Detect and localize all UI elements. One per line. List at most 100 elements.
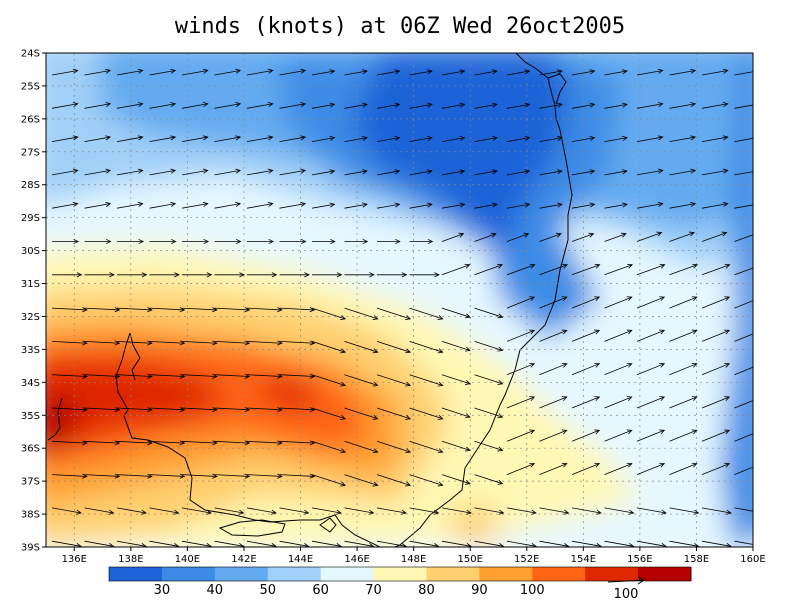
wind-arrow-shaft xyxy=(636,363,665,376)
wind-arrow-shaft xyxy=(474,70,498,76)
wind-arrow-shaft xyxy=(604,429,632,442)
wind-arrow-head xyxy=(82,473,88,479)
wind-arrow-head xyxy=(659,462,666,468)
wind-arrow-head xyxy=(82,307,88,313)
lon-tick-label: 142E xyxy=(231,554,256,565)
wind-arrow-head xyxy=(330,238,336,245)
reference-vector: 100 xyxy=(607,576,645,600)
wind-arrow-head xyxy=(490,232,497,238)
wind-arrow-head xyxy=(138,238,145,245)
wind-arrow-head xyxy=(690,135,697,141)
wind-arrow-shaft xyxy=(669,136,696,142)
wind-arrow-head xyxy=(690,201,697,207)
wind-arrow-head xyxy=(202,201,209,207)
wind-arrow-head xyxy=(206,543,212,547)
wind-arrow-shaft xyxy=(181,540,212,547)
wind-arrow-shaft xyxy=(246,374,282,377)
lat-tick-label: 33S xyxy=(21,345,40,356)
wind-arrow-shaft xyxy=(181,70,208,76)
wind-arrow-shaft xyxy=(376,341,411,353)
wind-arrow-shaft xyxy=(636,540,667,547)
wind-arrow-shaft xyxy=(734,540,753,545)
wind-arrow-shaft xyxy=(441,170,465,176)
wind-arrow-shaft xyxy=(441,474,471,485)
wind-arrow-shaft xyxy=(441,407,471,418)
wind-arrow-shaft xyxy=(701,507,732,514)
wind-arrow-shaft xyxy=(409,374,443,386)
wind-arrow-head xyxy=(114,340,121,346)
wind-arrow-head xyxy=(362,238,369,245)
wind-arrow-head xyxy=(589,69,596,75)
wind-arrow-head xyxy=(529,396,536,401)
wind-arrow-head xyxy=(464,413,471,419)
wind-arrow-head xyxy=(531,509,537,515)
wind-arrow-head xyxy=(72,168,79,174)
wind-arrow-head xyxy=(309,440,316,446)
wind-arrow-head xyxy=(691,362,698,368)
wind-arrow-shaft xyxy=(84,374,120,377)
wind-arrow-shaft xyxy=(116,136,143,142)
wind-arrow-shaft xyxy=(376,103,400,109)
wind-arrow-head xyxy=(372,381,379,387)
wind-arrow-head xyxy=(394,169,401,175)
wind-arrow-shaft xyxy=(149,136,176,142)
wind-arrow-shaft xyxy=(51,507,82,514)
wind-arrow-shaft xyxy=(344,203,368,209)
wind-arrow-head xyxy=(173,509,180,515)
wind-arrow-shaft xyxy=(376,540,407,547)
wind-arrow-shaft xyxy=(116,540,147,547)
wind-arrow-head xyxy=(394,202,401,208)
wind-arrow-head xyxy=(147,307,153,313)
wind-arrow-head xyxy=(401,509,407,515)
wind-arrow-head xyxy=(622,69,628,75)
wind-arrow-shaft xyxy=(149,341,185,344)
wind-arrow-shaft xyxy=(604,296,632,309)
colorbar-swatch xyxy=(532,567,586,581)
wind-arrow-shaft xyxy=(311,137,335,142)
wind-arrow-head xyxy=(492,102,498,108)
wind-arrow-head xyxy=(267,135,274,141)
wind-arrow-shaft xyxy=(246,203,273,209)
wind-arrow-head xyxy=(557,169,563,175)
wind-arrow-shaft xyxy=(344,341,378,353)
colorbar-level-label: 60 xyxy=(312,583,329,598)
wind-arrow-shaft xyxy=(51,407,87,411)
wind-arrow-shaft xyxy=(604,463,632,475)
wind-arrow-head xyxy=(529,462,536,468)
wind-arrow-shaft xyxy=(181,407,217,411)
wind-arrow-shaft xyxy=(636,396,665,409)
wind-arrow-shaft xyxy=(636,70,663,76)
wind-arrow-shaft xyxy=(571,330,600,342)
wind-arrow-head xyxy=(427,102,433,108)
wind-arrow-head xyxy=(459,135,466,141)
wind-arrow-shaft xyxy=(246,407,282,411)
wind-arrow-shaft xyxy=(214,374,250,377)
wind-arrow-head xyxy=(300,168,307,174)
wind-arrow-head xyxy=(76,543,82,547)
wind-arrow-shaft xyxy=(571,540,602,547)
wind-arrow-shaft xyxy=(441,341,471,351)
wind-arrow-head xyxy=(657,168,664,174)
wind-arrow-shaft xyxy=(734,433,753,442)
wind-arrow-head xyxy=(179,407,186,413)
wind-arrow-head xyxy=(759,510,764,514)
wind-arrow-shaft xyxy=(571,264,600,276)
wind-arrow-head xyxy=(212,340,218,346)
wind-arrow-shaft xyxy=(506,70,530,76)
wind-arrow-shaft xyxy=(474,407,503,418)
wind-arrow-head xyxy=(179,373,186,379)
wind-arrow-head xyxy=(267,68,274,74)
wind-arrow-head xyxy=(141,543,147,547)
wind-arrow-shaft xyxy=(344,440,378,453)
wind-arrow-shaft xyxy=(506,396,535,409)
wind-arrow-head xyxy=(147,373,153,379)
wind-arrow-head xyxy=(300,68,307,74)
wind-arrow-shaft xyxy=(279,507,309,514)
wind-arrow-head xyxy=(244,407,251,413)
wind-arrow-head xyxy=(340,315,347,320)
wind-arrow-shaft xyxy=(181,507,212,514)
wind-arrow-shaft xyxy=(214,169,241,176)
wind-arrow-head xyxy=(212,307,218,313)
wind-arrow-shaft xyxy=(279,540,309,547)
